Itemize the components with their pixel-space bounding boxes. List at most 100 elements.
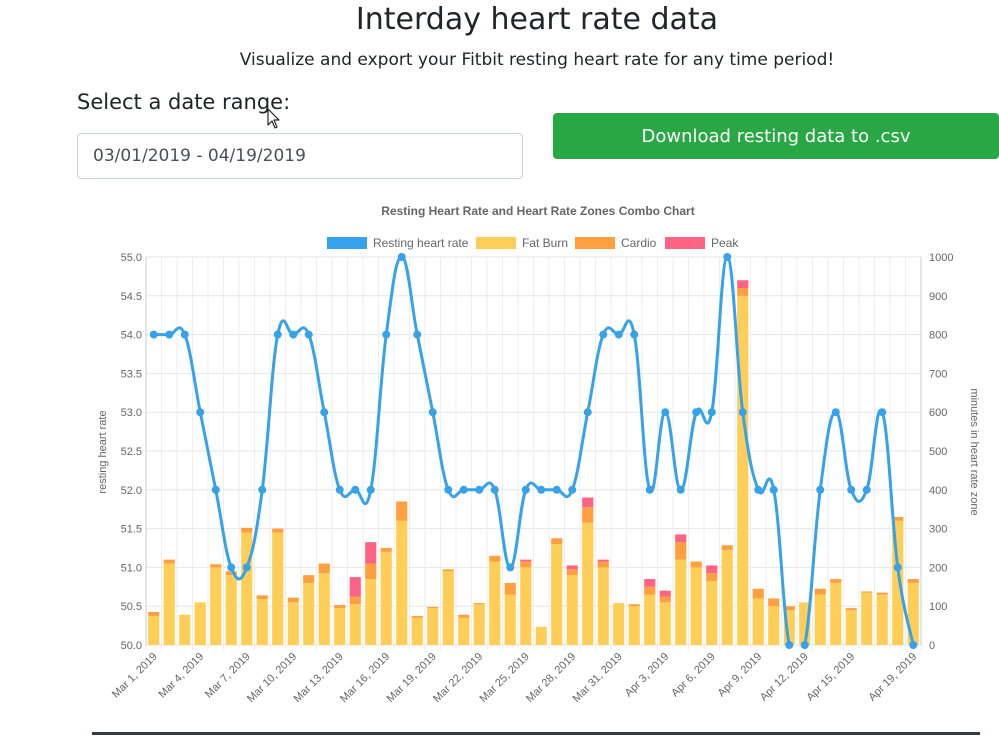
bar-peak	[675, 534, 687, 543]
bar-cardio	[768, 598, 780, 607]
resting-heart-rate-point	[645, 485, 654, 494]
y-tick-left: 51.5	[121, 524, 142, 536]
y-axis-right-label: minutes in heart rate zone	[968, 388, 980, 515]
bar-cardio	[225, 571, 237, 576]
resting-heart-rate-point	[862, 485, 871, 494]
resting-heart-rate-point	[227, 563, 236, 572]
y-tick-left: 52.5	[121, 446, 142, 458]
bar-peak	[737, 280, 749, 289]
resting-heart-rate-point	[428, 408, 437, 417]
legend-item-fat-burn[interactable]: Fat Burn	[476, 236, 568, 250]
y-tick-right: 1000	[929, 252, 953, 264]
x-tick-label: Mar 7, 2019	[203, 651, 253, 701]
y-tick-right: 500	[929, 446, 947, 458]
page-subtitle: Visualize and export your Fitbit resting…	[239, 50, 835, 70]
bar-fat-burn	[272, 532, 284, 645]
bar-cardio	[210, 564, 222, 568]
bar-fat-burn	[458, 617, 470, 645]
resting-heart-rate-point	[800, 641, 809, 649]
resting-heart-rate-point	[521, 485, 530, 494]
bar-fat-burn	[675, 559, 687, 645]
resting-heart-rate-point	[196, 408, 205, 417]
bar-fat-burn	[334, 608, 346, 645]
legend-swatch-cardio	[575, 237, 615, 249]
resting-heart-rate-point	[754, 485, 763, 494]
x-tick-label: Apr 15, 2019	[804, 651, 857, 704]
bar-peak	[365, 542, 377, 564]
y-tick-left: 55.0	[121, 252, 142, 264]
bar-cardio	[659, 596, 671, 603]
bar-peak	[706, 565, 718, 574]
bar-fat-burn	[876, 594, 888, 645]
bar-fat-burn	[659, 602, 671, 645]
resting-heart-rate-point	[614, 330, 623, 339]
date-range-label: Select a date range:	[77, 90, 291, 114]
resting-heart-rate-point	[351, 485, 360, 494]
chart-legend: Resting heart rate Fat Burn Cardio Peak	[327, 236, 739, 250]
bar-cardio	[458, 614, 470, 618]
resting-heart-rate-point	[382, 330, 391, 339]
bar-fat-burn	[225, 575, 237, 645]
bar-cardio	[628, 604, 640, 607]
resting-heart-rate-point	[180, 330, 189, 339]
bar-fat-burn	[473, 604, 485, 645]
bar-fat-burn	[349, 604, 361, 645]
y-tick-right: 700	[929, 368, 947, 380]
resting-heart-rate-point	[211, 485, 220, 494]
bar-fat-burn	[814, 594, 826, 645]
bar-cardio	[380, 548, 392, 552]
bar-fat-burn	[768, 606, 780, 645]
x-tick-label: Apr 9, 2019	[716, 651, 765, 700]
bar-fat-burn	[582, 522, 594, 645]
resting-heart-rate-point	[320, 408, 329, 417]
bar-fat-burn	[690, 567, 702, 645]
bar-fat-burn	[706, 580, 718, 645]
bar-cardio	[892, 516, 904, 521]
resting-heart-rate-point	[568, 485, 577, 494]
bar-fat-burn	[442, 571, 454, 645]
bar-cardio	[148, 612, 160, 616]
x-tick-label: Apr 19, 2019	[866, 651, 919, 704]
bar-cardio	[504, 582, 516, 595]
x-tick-label: Mar 4, 2019	[156, 651, 206, 701]
legend-item-cardio[interactable]: Cardio	[575, 236, 657, 250]
y-tick-left: 53.5	[121, 368, 142, 380]
bar-cardio	[566, 569, 578, 576]
bar-fat-burn	[380, 551, 392, 645]
bar-fat-burn	[861, 592, 873, 645]
bar-fat-burn	[365, 579, 377, 645]
bar-cardio	[597, 561, 609, 568]
legend-swatch-fat-burn	[476, 237, 516, 249]
bar-fat-burn	[303, 582, 315, 645]
resting-heart-rate-point	[878, 408, 887, 417]
download-csv-button[interactable]: Download resting data to .csv	[553, 113, 999, 159]
bar-fat-burn	[535, 626, 547, 645]
bar-cardio	[365, 563, 377, 580]
bar-fat-burn	[210, 567, 222, 645]
bar-cardio	[442, 569, 454, 572]
resting-heart-rate-point	[149, 330, 158, 339]
bar-cardio	[752, 588, 764, 599]
bar-fat-burn	[256, 599, 268, 645]
resting-heart-rate-point	[444, 485, 453, 494]
bar-cardio	[256, 595, 268, 600]
resting-heart-rate-point	[676, 485, 685, 494]
bar-fat-burn	[287, 602, 299, 645]
bar-cardio	[861, 591, 873, 593]
bar-fat-burn	[628, 606, 640, 645]
legend-item-resting[interactable]: Resting heart rate	[327, 236, 469, 250]
x-tick-label: Mar 1, 2019	[110, 651, 160, 701]
resting-heart-rate-point	[490, 485, 499, 494]
y-tick-right: 200	[929, 562, 947, 574]
bar-fat-burn	[566, 575, 578, 645]
date-range-input[interactable]	[77, 133, 523, 179]
bar-fat-burn	[179, 614, 191, 645]
x-tick-label: Apr 6, 2019	[669, 651, 718, 700]
bar-fat-burn	[644, 594, 656, 645]
resting-heart-rate-point	[723, 253, 732, 261]
bar-fat-burn	[892, 520, 904, 645]
legend-item-peak[interactable]: Peak	[665, 236, 739, 250]
resting-heart-rate-point	[366, 485, 375, 494]
bar-cardio	[520, 561, 532, 568]
bar-fat-burn	[799, 602, 811, 645]
